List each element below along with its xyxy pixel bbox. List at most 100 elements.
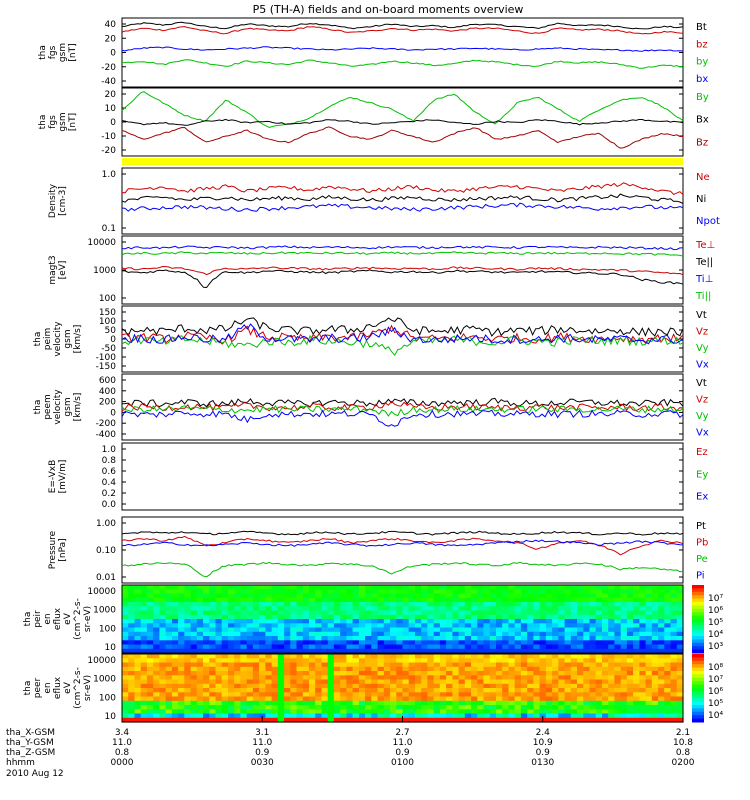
spectrogram-cell <box>464 648 472 654</box>
spectrogram-cell <box>296 589 304 595</box>
spectrogram-cell <box>271 713 279 719</box>
spectrogram-cell <box>122 688 129 693</box>
spectrogram-cell <box>527 683 534 689</box>
spectrogram-cell <box>614 654 622 659</box>
spectrogram-cell <box>190 658 198 664</box>
spectrogram-cell <box>552 610 559 616</box>
spectrogram-cell <box>209 610 217 616</box>
spectrogram-cell <box>140 675 148 681</box>
spectrogram-cell <box>153 654 160 659</box>
spectrogram-cell <box>146 696 154 702</box>
spectrogram-cell <box>595 640 603 646</box>
spectrogram-cell <box>165 666 173 672</box>
colorbar-step <box>692 622 704 627</box>
spectrogram-cell <box>333 709 341 715</box>
spectrogram-cell <box>645 631 653 637</box>
spectrogram-cell <box>352 688 360 693</box>
spectrogram-cell <box>452 623 460 629</box>
spectrogram-cell <box>421 619 428 624</box>
spectrogram-cell <box>271 623 279 629</box>
spectrogram-cell <box>122 692 129 698</box>
spectrogram-cell <box>658 662 665 668</box>
spectrogram-cell <box>277 593 285 599</box>
spectrogram-cell <box>383 713 391 719</box>
spectrogram-cell <box>346 602 354 607</box>
spectrogram-cell <box>558 636 566 641</box>
spectrogram-cell <box>564 709 572 715</box>
spectrogram-cell <box>184 627 192 633</box>
spectrogram-cell <box>433 585 441 590</box>
spectrogram-cell <box>383 696 391 702</box>
spectrogram-cell <box>140 644 148 650</box>
spectrogram-cell <box>583 585 591 590</box>
spectrogram-cell <box>527 610 534 616</box>
spectrogram-cell <box>539 696 547 702</box>
spectrogram-cell <box>402 658 410 664</box>
spectrogram-cell <box>670 675 678 681</box>
spectrogram-cell <box>564 648 572 654</box>
spectrogram-cell <box>676 631 684 637</box>
spectrogram-cell <box>327 675 335 681</box>
spectrogram-cell <box>502 662 509 668</box>
spectrogram-cell <box>221 700 229 706</box>
spectrogram-cell <box>439 713 447 719</box>
spectrogram-cell <box>570 709 578 715</box>
spectrogram-cell <box>128 610 135 616</box>
spectrogram-cell <box>527 692 534 698</box>
spectrogram-cell <box>651 717 659 723</box>
spectrogram-cell <box>620 671 628 676</box>
spectrogram-cell <box>284 606 291 612</box>
spectrogram-cell <box>327 700 335 706</box>
spectrogram-cell <box>309 692 316 698</box>
spectrogram-cell <box>477 602 485 607</box>
spectrogram-cell <box>196 696 204 702</box>
spectrogram-cell <box>284 636 291 641</box>
spectrogram-cell <box>589 654 597 659</box>
spectrogram-cell <box>327 654 335 659</box>
spectrogram-cell <box>153 675 160 681</box>
spectrogram-cell <box>439 709 447 715</box>
y-tick-label: -100 <box>96 353 117 363</box>
spectrogram-cell <box>496 631 503 637</box>
spectrogram-cell <box>620 658 628 664</box>
spectrogram-cell <box>228 640 235 646</box>
spectrogram-cell <box>277 705 285 710</box>
spectrogram-cell <box>477 713 485 719</box>
spectrogram-cell <box>639 644 647 650</box>
spectrogram-cell <box>639 700 647 706</box>
spectrogram-cell <box>277 688 285 693</box>
panel-peim_velocity: tha peim velocity gsm [km/s]150100500-50-100… <box>33 305 709 373</box>
spectrogram-cell <box>520 623 528 629</box>
spectrogram-cell <box>134 644 142 650</box>
spectrogram-cell <box>570 671 578 676</box>
y-axis-label-line: magt3 <box>48 255 58 284</box>
spectrogram-cell <box>502 713 509 719</box>
spectrogram-cell <box>570 610 578 616</box>
spectrogram-cell <box>452 627 460 633</box>
spectrogram-cell <box>527 666 534 672</box>
spectrogram-cell <box>377 644 385 650</box>
spectrogram-cell <box>589 700 597 706</box>
spectrogram-cell <box>296 654 304 659</box>
spectrogram-cell <box>128 602 135 607</box>
spectrogram-cell <box>321 692 329 698</box>
spectrogram-cell <box>178 606 185 612</box>
spectrogram-cell <box>171 631 179 637</box>
spectrogram-cell <box>128 593 135 599</box>
panel-frame <box>121 235 684 305</box>
spectrogram-cell <box>639 679 647 685</box>
spectrogram-cell <box>358 700 366 706</box>
spectrogram-cell <box>670 610 678 616</box>
spectrogram-cell <box>271 671 279 676</box>
spectrogram-cell <box>203 679 210 685</box>
spectrogram-cell <box>489 640 497 646</box>
spectrogram-cell <box>458 700 466 706</box>
spectrogram-cell <box>178 654 185 659</box>
spectrogram-cell <box>502 606 509 612</box>
spectrogram-cell <box>471 683 478 689</box>
spectrogram-cell <box>552 619 559 624</box>
spectrogram-cell <box>377 700 385 706</box>
spectrogram-cell <box>570 654 578 659</box>
spectrogram-cell <box>377 675 385 681</box>
